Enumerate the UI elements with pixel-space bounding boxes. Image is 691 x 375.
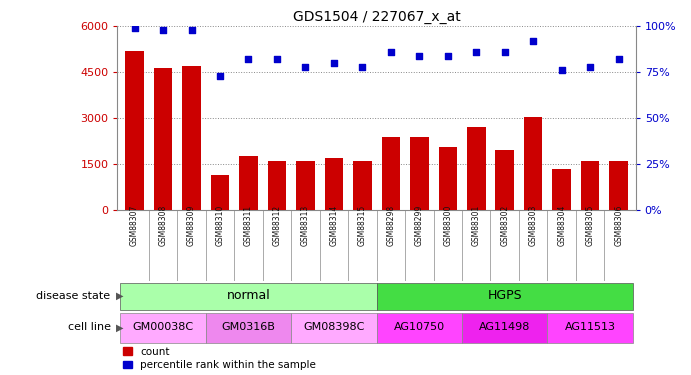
Bar — [410, 136, 428, 210]
Bar — [206, 313, 291, 344]
Text: GM08398C: GM08398C — [303, 322, 365, 333]
Point — [613, 56, 624, 62]
Bar — [120, 283, 377, 310]
Bar — [239, 156, 258, 210]
Bar — [120, 313, 206, 344]
Text: GSM88307: GSM88307 — [130, 204, 139, 246]
Point — [556, 68, 567, 74]
Text: AG11513: AG11513 — [565, 322, 616, 333]
Point — [272, 56, 283, 62]
Text: GSM88302: GSM88302 — [500, 204, 509, 246]
Text: GSM88310: GSM88310 — [216, 204, 225, 246]
Bar — [377, 313, 462, 344]
Text: GSM88298: GSM88298 — [386, 204, 395, 246]
Text: ▶: ▶ — [116, 322, 124, 333]
Text: GSM88312: GSM88312 — [272, 204, 281, 246]
Text: GSM88314: GSM88314 — [330, 204, 339, 246]
Title: GDS1504 / 227067_x_at: GDS1504 / 227067_x_at — [293, 10, 460, 24]
Text: GM00038C: GM00038C — [133, 322, 193, 333]
Bar — [524, 117, 542, 210]
Point — [357, 64, 368, 70]
Bar — [439, 147, 457, 210]
Bar — [125, 51, 144, 210]
Text: GSM88300: GSM88300 — [444, 204, 453, 246]
Text: GSM88313: GSM88313 — [301, 204, 310, 246]
Bar — [381, 136, 400, 210]
Point — [386, 49, 397, 55]
Bar — [325, 158, 343, 210]
Text: GSM88301: GSM88301 — [472, 204, 481, 246]
Text: GSM88308: GSM88308 — [158, 204, 167, 246]
Bar — [154, 68, 172, 210]
Bar — [495, 150, 514, 210]
Text: GSM88315: GSM88315 — [358, 204, 367, 246]
Bar — [581, 161, 599, 210]
Text: GSM88305: GSM88305 — [586, 204, 595, 246]
Point — [585, 64, 596, 70]
Point — [214, 73, 225, 79]
Text: GSM88309: GSM88309 — [187, 204, 196, 246]
Text: disease state: disease state — [37, 291, 111, 301]
Point — [129, 25, 140, 31]
Bar — [377, 283, 633, 310]
Text: GSM88304: GSM88304 — [557, 204, 566, 246]
Point — [186, 27, 197, 33]
Text: GSM88306: GSM88306 — [614, 204, 623, 246]
Text: ▶: ▶ — [116, 291, 124, 301]
Text: GSM88299: GSM88299 — [415, 204, 424, 246]
Text: GM0316B: GM0316B — [222, 322, 276, 333]
Bar — [211, 175, 229, 210]
Text: HGPS: HGPS — [487, 289, 522, 302]
Bar — [182, 66, 201, 210]
Text: AG11498: AG11498 — [479, 322, 531, 333]
Bar — [267, 161, 286, 210]
Point — [499, 49, 510, 55]
Point — [158, 27, 169, 33]
Point — [414, 53, 425, 58]
Bar — [552, 169, 571, 210]
Point — [300, 64, 311, 70]
Bar — [291, 313, 377, 344]
Text: GSM88311: GSM88311 — [244, 204, 253, 246]
Bar — [467, 128, 486, 210]
Text: GSM88303: GSM88303 — [529, 204, 538, 246]
Bar — [462, 313, 547, 344]
Bar — [296, 161, 314, 210]
Point — [442, 53, 453, 58]
Point — [471, 49, 482, 55]
Text: normal: normal — [227, 289, 270, 302]
Bar — [353, 161, 372, 210]
Text: cell line: cell line — [68, 322, 111, 333]
Point — [243, 56, 254, 62]
Point — [328, 60, 339, 66]
Bar — [547, 313, 633, 344]
Point — [528, 38, 539, 44]
Text: AG10750: AG10750 — [394, 322, 445, 333]
Legend: count, percentile rank within the sample: count, percentile rank within the sample — [123, 346, 316, 370]
Bar — [609, 161, 628, 210]
